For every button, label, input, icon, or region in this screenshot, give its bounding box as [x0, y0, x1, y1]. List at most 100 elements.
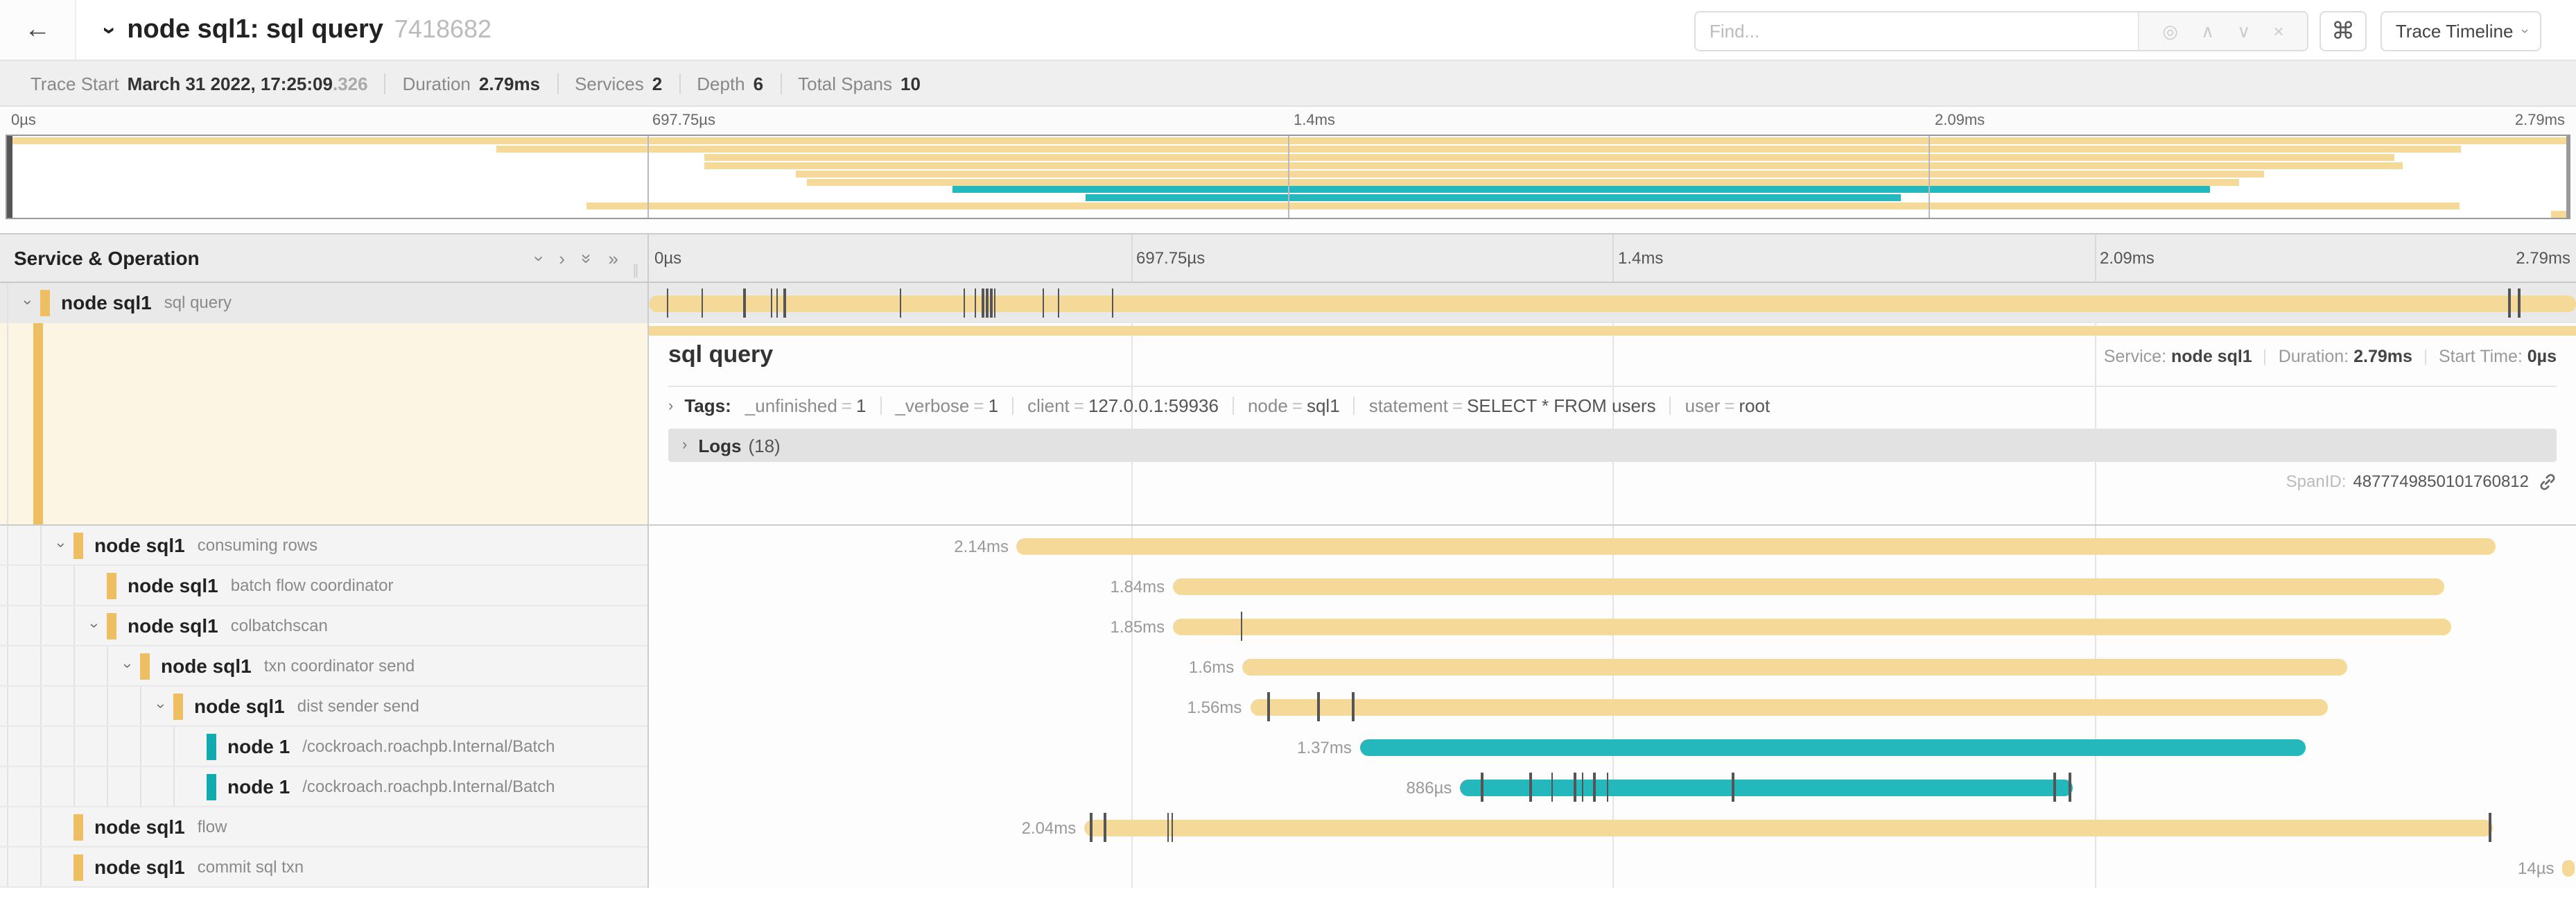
- span-bar-row[interactable]: 886µs: [647, 767, 2576, 807]
- log-marker: [1090, 813, 1093, 842]
- logs-toggle[interactable]: › Logs (18): [668, 429, 2557, 462]
- tree-row-internal-batch-2[interactable]: › node 1/cockroach.roachpb.Internal/Batc…: [0, 767, 647, 807]
- span-bar[interactable]: [1242, 659, 2347, 676]
- minimap-canvas[interactable]: [6, 135, 2570, 219]
- ruler-tick-label: 1.4ms: [1618, 248, 1664, 268]
- log-marker: [1352, 692, 1355, 721]
- trace-view-selector[interactable]: Trace Timeline ›: [2381, 11, 2541, 51]
- ruler-tick-label: 0µs: [654, 248, 682, 268]
- log-marker: [770, 289, 773, 318]
- tree-row-sql-query[interactable]: › node sql1 sql query: [0, 283, 647, 323]
- find-prev-icon[interactable]: ∧: [2201, 20, 2215, 41]
- tags-list: _unfinished = 1 _verbose = 1 client = 127.0.0.1:…: [745, 395, 1770, 416]
- ruler-tick-label: 2.79ms: [2514, 112, 2565, 129]
- span-bar-row[interactable]: 1.85ms: [647, 606, 2576, 646]
- tag-item: node = sql1: [1247, 395, 1340, 416]
- back-arrow-icon: ←: [24, 15, 51, 44]
- tree-row-colbatchscan[interactable]: › node sql1 colbatchscan: [0, 606, 647, 646]
- viewport-left-handle[interactable]: [7, 136, 12, 218]
- span-bar-row[interactable]: 1.56ms: [647, 687, 2576, 727]
- span-bar[interactable]: [1173, 578, 2445, 595]
- tag-item: statement = SELECT * FROM users: [1368, 395, 1656, 416]
- minimap-span-bar: [496, 145, 2462, 153]
- span-bar-row[interactable]: 1.84ms: [647, 566, 2576, 606]
- log-marker: [974, 289, 977, 318]
- trace-services: Services 2: [557, 73, 679, 94]
- tags-row[interactable]: › Tags: _unfinished = 1 _verbose = 1 client = 12…: [668, 387, 2557, 424]
- span-bar-row[interactable]: 2.14ms: [647, 526, 2576, 566]
- ruler-tick-label: 697.75µs: [652, 112, 715, 129]
- collapse-one-icon[interactable]: ›: [529, 255, 550, 261]
- collapse-all-icon[interactable]: »: [576, 252, 598, 264]
- span-detail-panel: sql query Service: node sql1 Duration: 2.…: [647, 323, 2576, 524]
- tree-row-dist-sender-send[interactable]: › node sql1 dist sender send: [0, 687, 647, 727]
- span-id-row: SpanID: 4877749850101760812: [668, 465, 2557, 498]
- find-next-icon[interactable]: ∨: [2237, 20, 2251, 41]
- expand-one-icon[interactable]: ›: [559, 248, 566, 268]
- minimap-span-bar: [796, 170, 2265, 178]
- span-bar-row[interactable]: 14µs: [647, 848, 2576, 888]
- span-id-label: SpanID:: [2286, 472, 2347, 491]
- span-bar[interactable]: [1084, 820, 2494, 836]
- trace-duration: Duration 2.79ms: [384, 73, 557, 94]
- expand-all-icon[interactable]: »: [608, 248, 618, 268]
- log-marker: [1042, 289, 1045, 318]
- timeline-section-header: Service & Operation › › » » ∥ 0µs 697.75µ…: [0, 233, 2576, 283]
- column-resize-handle[interactable]: ∥: [632, 264, 639, 279]
- trace-title: node sql1: sql query: [127, 15, 383, 44]
- back-button[interactable]: ←: [0, 0, 76, 60]
- span-bar[interactable]: [649, 295, 2576, 312]
- log-marker: [1574, 773, 1576, 802]
- viewport-right-handle[interactable]: [2566, 136, 2569, 218]
- span-bar[interactable]: [1173, 619, 2451, 635]
- log-marker: [986, 289, 989, 318]
- collapse-trace-icon[interactable]: ›: [96, 26, 123, 34]
- service-name: node sql1: [61, 291, 152, 313]
- log-marker: [2518, 289, 2521, 318]
- log-marker: [1104, 813, 1106, 842]
- span-rows: › node sql1 sql query sql query: [0, 283, 2576, 888]
- minimap-span-bar: [704, 153, 2395, 161]
- chevron-right-icon: ›: [682, 437, 688, 454]
- ruler-tick-label: 2.79ms: [2516, 248, 2570, 268]
- span-bar-row[interactable]: 2.04ms: [647, 807, 2576, 848]
- span-bar-row[interactable]: 1.37ms: [647, 727, 2576, 767]
- span-bar[interactable]: [2562, 860, 2575, 877]
- trace-start: Trace Start March 31 2022, 17:25:09.326: [31, 73, 368, 94]
- tag-item: client = 127.0.0.1:59936: [1027, 395, 1219, 416]
- log-marker: [1267, 692, 1270, 721]
- find-clear-icon[interactable]: ×: [2273, 21, 2284, 42]
- minimap-span-bar: [2551, 211, 2567, 218]
- span-bar-row[interactable]: 1.6ms: [647, 646, 2576, 687]
- deep-link-icon[interactable]: [2539, 472, 2557, 490]
- log-marker: [783, 289, 786, 318]
- ruler-tick-label: 2.09ms: [1935, 112, 1985, 129]
- chevron-down-icon[interactable]: ›: [18, 300, 35, 305]
- log-marker: [990, 289, 993, 318]
- tree-row-internal-batch-1[interactable]: › node 1/cockroach.roachpb.Internal/Batc…: [0, 727, 647, 767]
- span-detail-left-accent: [0, 323, 647, 524]
- log-marker: [993, 289, 996, 318]
- command-icon: ⌘: [2331, 17, 2355, 44]
- minimap-tick-labels: 0µs 697.75µs 1.4ms 2.09ms 2.79ms: [6, 107, 2570, 135]
- span-bar[interactable]: [1359, 739, 2306, 756]
- span-bar-copy: [649, 326, 2576, 336]
- log-marker: [2489, 813, 2491, 842]
- span-bar-row[interactable]: [647, 283, 2576, 323]
- find-input[interactable]: [1696, 12, 2138, 50]
- tree-row-consuming-rows[interactable]: › node sql1 consuming rows: [0, 526, 647, 566]
- ruler-tick-label: 697.75µs: [1136, 248, 1206, 268]
- keyboard-shortcuts-button[interactable]: ⌘: [2320, 11, 2367, 51]
- log-marker: [899, 289, 902, 318]
- span-bar[interactable]: [1460, 780, 2073, 796]
- tree-row-txn-coordinator-send[interactable]: › node sql1 txn coordinator send: [0, 646, 647, 687]
- span-bar[interactable]: [1250, 699, 2328, 716]
- locate-icon[interactable]: ◎: [2162, 20, 2178, 41]
- ruler-tick-label: 0µs: [11, 112, 36, 129]
- span-bar[interactable]: [1016, 538, 2496, 555]
- log-marker: [666, 289, 668, 318]
